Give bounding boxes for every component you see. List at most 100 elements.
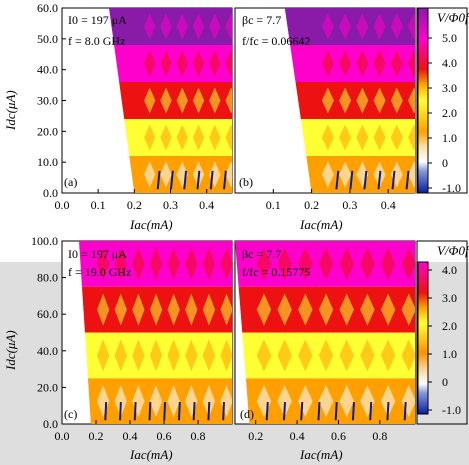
heatmap-lobe [298,293,313,326]
y-tick-label: 100.0 [31,234,58,248]
panel-c-ylabel: Idc(μA) [3,330,18,371]
heatmap-lobe [339,247,354,280]
x-tick-label: 0.3 [163,198,178,212]
heatmap-lobe [114,339,127,372]
y-tick-label: 0.0 [43,186,58,200]
heatmap-lobe [380,293,396,326]
heatmap-lobe [401,385,415,418]
heatmap-lobe [114,293,127,326]
heatmap-negative-streak [223,170,227,190]
heatmap-lobe [277,293,292,326]
heatmap-lobe [256,247,272,280]
heatmap-lobe [192,50,205,77]
heatmap-lobe [149,339,163,372]
heatmap-lobe [160,13,172,40]
colorbar-tick-label: 1.0 [442,131,457,145]
x-tick-label: 0.4 [123,429,138,443]
heatmap-negative-streak [156,170,161,190]
heatmap-negative-streak [334,401,338,421]
heatmap-negative-streak [391,170,396,190]
panel-d-annotation-2: f/fc = 0.15775 [242,265,310,279]
heatmap-negative-streak [377,170,382,190]
colorbar-tick-label: 0 [442,156,448,170]
heatmap-lobe [339,339,354,372]
heatmap-negative-streak [363,170,368,190]
heatmap-lobe [321,13,334,40]
heatmap-lobe [321,124,334,151]
heatmap-lobe [277,385,292,418]
panel-b-annotations: βc = 7.7 f/fc = 0.06642 (b) [239,13,310,189]
y-tick-label: 40.0 [37,63,58,77]
heatmap-lobe [160,87,172,114]
heatmap-lobe [96,247,110,280]
heatmap-lobe [318,385,334,418]
heatmap-lobe [408,87,415,114]
heatmap-band [295,82,415,119]
heatmap-negative-streak [196,170,201,190]
heatmap-lobe [360,339,375,372]
y-tick-label: 40.0 [37,344,58,358]
heatmap-lobe [149,293,163,326]
colorbar-bottom-label: V/Φ0f [437,243,469,258]
heatmap-negative-streak [192,401,196,421]
panel-a-annotation-1: I0 = 197 μA [68,13,127,27]
heatmap-negative-streak [349,170,354,190]
panel-c-label: (c) [64,407,77,421]
heatmap-negative-streak [369,401,373,421]
colorbar-bottom [417,261,429,415]
x-tick-label: 0.4 [381,198,396,212]
colorbar-tick-label: 5.0 [442,31,457,45]
heatmap-lobe [192,13,205,40]
heatmap-lobe [380,247,396,280]
heatmap-lobe [318,247,334,280]
y-tick-label: 60.0 [37,307,58,321]
heatmap-lobe [360,247,375,280]
y-tick-label: 20.0 [37,124,58,138]
colorbar-tick-label: 2.0 [442,106,457,120]
heatmap-lobe [298,339,313,372]
colorbar-tick-label: -1.0 [442,403,461,417]
heatmap-lobe [144,50,156,77]
heatmap-lobe [401,339,415,372]
panel-c-annotation-1: I0 = 197 μA [68,247,127,261]
heatmap-lobe [176,50,188,77]
heatmap-negative-streak [351,401,355,421]
heatmap-lobe [390,124,403,151]
heatmap-lobe [149,385,163,418]
colorbar-tick-label: 4.0 [442,263,457,277]
heatmap-negative-streak [119,401,122,421]
heatmap-lobe [225,124,232,151]
heatmap-negative-streak [335,170,340,190]
colorbar-top-frame [416,7,468,194]
heatmap-lobe [356,50,369,77]
x-tick-label: 0.6 [157,429,172,443]
heatmap-lobe [167,339,180,372]
panel-a-heatmap [109,8,232,193]
heatmap-lobe [401,293,415,326]
heatmap-lobe [176,124,188,151]
heatmap-band [119,82,232,119]
panel-a-annotations: I0 = 197 μA f = 8.0 GHz (a) [64,13,127,189]
heatmap-lobe [380,339,396,372]
heatmap-lobe [390,87,403,114]
heatmap-lobe [192,87,205,114]
heatmap-lobe [202,385,216,418]
heatmap-lobe [298,247,313,280]
panel-a-label: (a) [64,175,77,189]
heatmap-lobe [408,124,415,151]
heatmap-lobe [356,87,369,114]
panel-c-heatmap [79,241,232,424]
heatmap-lobe [114,385,127,418]
x-tick-label: 0.8 [372,429,387,443]
heatmap-lobe [408,13,415,40]
y-tick-label: 30.0 [37,94,58,108]
heatmap-lobe [202,247,216,280]
x-tick-label: 0.4 [290,429,305,443]
heatmap-negative-streak [403,401,407,421]
heatmap-lobe [408,50,415,77]
heatmap-lobe [209,13,221,40]
heatmap-lobe [220,339,232,372]
heatmap-lobe [167,293,180,326]
heatmap-band [290,45,415,82]
heatmap-negative-streak [183,170,188,190]
